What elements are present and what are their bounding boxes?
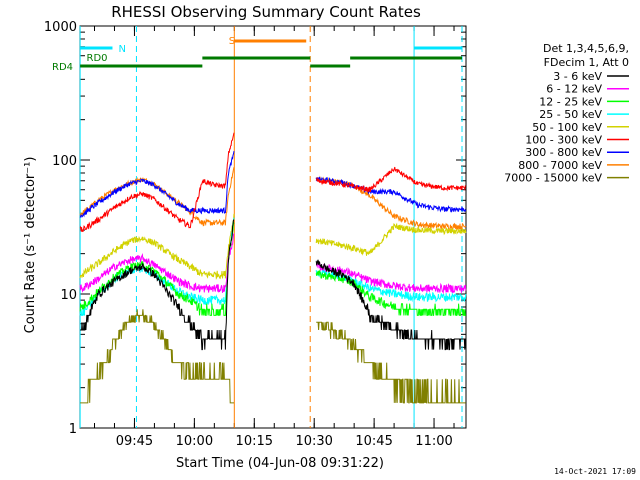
x-tick-label: 10:15	[236, 434, 273, 449]
legend-entry-label: 50 - 100 keV	[532, 121, 602, 134]
legend-entry-label: 800 - 7000 keV	[518, 159, 602, 172]
series-line	[80, 309, 234, 404]
series-line	[79, 151, 235, 218]
series-line	[315, 166, 466, 193]
y-axis-label: Count Rate (s⁻¹ detector⁻¹)	[23, 157, 38, 334]
x-axis-label: Start Time (04-Jun-08 09:31:22)	[176, 456, 384, 471]
series-line	[79, 166, 235, 227]
night-flag-label: N	[118, 44, 125, 55]
y-tick-label: 10	[60, 288, 77, 303]
series-line	[315, 259, 466, 351]
x-tick-label: 11:00	[415, 434, 452, 449]
series-line	[80, 219, 235, 351]
series-line	[315, 176, 467, 213]
x-tick-label: 10:30	[295, 434, 332, 449]
legend-entry-label: 12 - 25 keV	[539, 95, 602, 108]
date-stamp: 14-Oct-2021 17:09	[554, 467, 636, 476]
legend-entry-label: 100 - 300 keV	[525, 134, 602, 147]
series-line	[315, 269, 466, 316]
y-tick-label: 1	[69, 422, 77, 437]
y-tick-label: 1000	[44, 20, 77, 35]
saa-flag-label: S	[229, 36, 235, 47]
legend-entry-label: 3 - 6 keV	[553, 70, 602, 83]
plot-area: 1 10 100 1000 09:45 10:00 10:15 10:30 10:45 11:00…	[44, 20, 629, 449]
legend-entry-label: 25 - 50 keV	[539, 108, 602, 121]
x-tick-label: 10:00	[176, 434, 213, 449]
x-tick-label: 09:45	[116, 434, 153, 449]
legend-entry-label: 6 - 12 keV	[546, 83, 602, 96]
series-line	[79, 132, 235, 232]
series-line	[79, 233, 235, 293]
series-line	[315, 222, 467, 256]
y-tick-label: 100	[52, 154, 77, 169]
series-line	[316, 321, 466, 404]
rd4-flag-label: RD4	[52, 62, 73, 73]
rd0-flag-label: RD0	[87, 53, 108, 64]
legend-header-det: Det 1,3,4,5,6,9,	[543, 42, 629, 55]
legend-entry-label: 7000 - 15000 keV	[504, 172, 602, 185]
chart-title: RHESSI Observing Summary Count Rates	[111, 3, 421, 21]
x-tick-label: 10:45	[355, 434, 392, 449]
series-line	[79, 213, 235, 280]
legend-header-fdecim: FDecim 1, Att 0	[544, 56, 629, 69]
legend-entry-label: 300 - 800 keV	[525, 146, 602, 159]
